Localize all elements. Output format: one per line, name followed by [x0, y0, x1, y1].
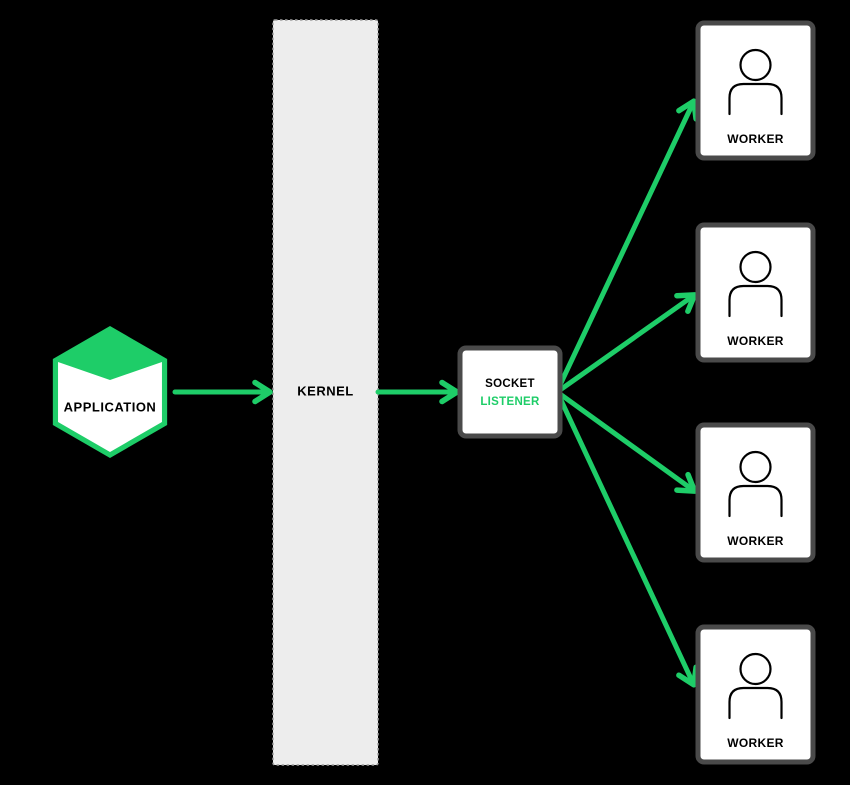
worker-label: WORKER	[727, 534, 783, 548]
worker-node-3: WORKER	[698, 627, 813, 762]
application-node: APPLICATION	[53, 326, 167, 458]
kernel-label: KERNEL	[297, 383, 353, 398]
worker-label: WORKER	[727, 736, 783, 750]
worker-node-0: WORKER	[698, 23, 813, 158]
socket-label-top: SOCKET	[485, 378, 535, 390]
worker-label: WORKER	[727, 334, 783, 348]
diagram-canvas: KERNEL APPLICATION SOCKET LISTENER WORKE…	[0, 0, 850, 785]
application-label: APPLICATION	[64, 399, 157, 414]
workers-group: WORKER WORKER WORKER WORKER	[698, 23, 813, 762]
socket-listener-node: SOCKET LISTENER	[460, 348, 560, 436]
worker-node-1: WORKER	[698, 225, 813, 360]
kernel-node: KERNEL	[273, 20, 378, 765]
edges-group	[175, 103, 693, 683]
socket-label-bottom: LISTENER	[480, 396, 540, 408]
worker-node-2: WORKER	[698, 425, 813, 560]
worker-label: WORKER	[727, 132, 783, 146]
